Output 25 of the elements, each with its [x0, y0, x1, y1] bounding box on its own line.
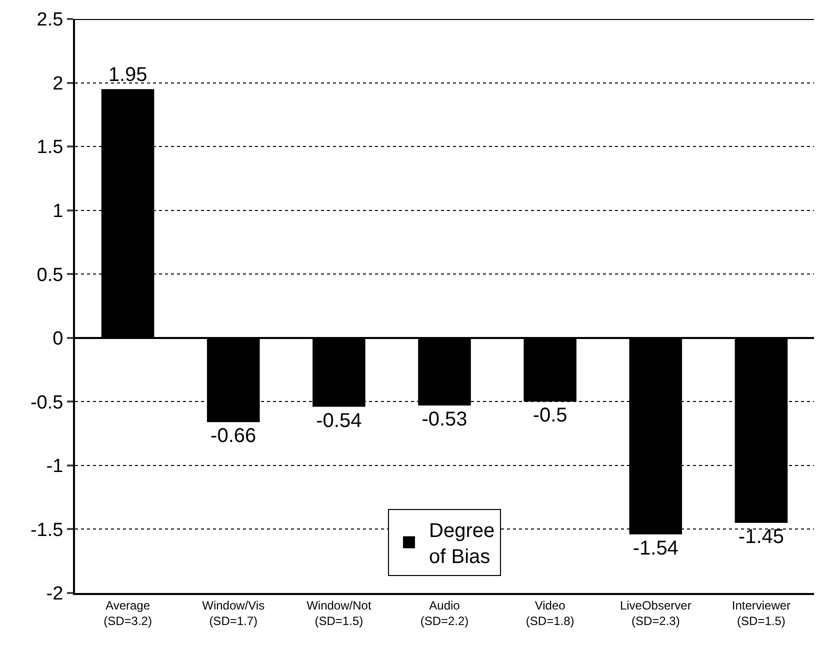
- x-tick-label: Interviewer (SD=1.5): [732, 598, 791, 628]
- y-tick-label: 2.5: [36, 10, 64, 31]
- y-tick-label: 0: [52, 328, 64, 350]
- data-label: 1.95: [108, 64, 148, 86]
- x-tick-label: LiveObserver (SD=2.3): [620, 598, 692, 628]
- legend-label: Degree of Bias: [429, 520, 495, 568]
- data-label: -0.66: [210, 425, 256, 448]
- data-label: -0.53: [422, 408, 468, 430]
- x-tick-label: Video (SD=1.8): [526, 598, 574, 628]
- y-tick-label: -1.5: [30, 520, 64, 541]
- y-tick-label: -0.5: [30, 392, 64, 414]
- data-label: -0.54: [316, 410, 362, 432]
- y-tick-label: -2: [46, 584, 64, 605]
- y-tick-label: 1.5: [36, 137, 64, 158]
- y-tick-label: 0.5: [36, 264, 64, 286]
- data-label: -1.45: [738, 526, 784, 548]
- y-tick-label: 2: [52, 73, 64, 94]
- y-tick-label: -1: [46, 456, 64, 478]
- x-tick-label: Window/Vis (SD=1.7): [202, 598, 265, 628]
- y-tick-label: 1: [52, 200, 64, 222]
- x-tick-label: Average (SD=3.2): [104, 598, 152, 628]
- x-tick-label: Audio (SD=2.2): [420, 598, 469, 628]
- data-label: -0.5: [532, 404, 568, 427]
- x-tick-label: Window/Not (SD=1.5): [306, 598, 372, 628]
- data-label: -1.54: [632, 537, 678, 560]
